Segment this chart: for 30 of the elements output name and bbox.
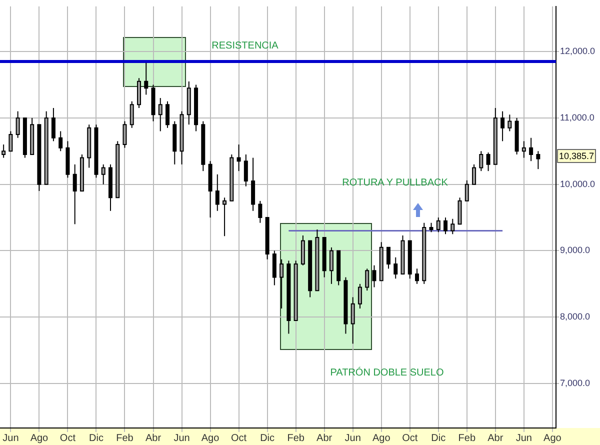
y-tick-label: 8,000.0 [560,312,590,322]
y-tick-label: 7,000.0 [560,378,590,388]
x-tick-label: Ago [30,432,49,444]
annotation: RESISTENCIA [212,40,278,52]
x-tick-label: Oct [60,432,76,444]
x-tick-label: Dic [260,432,275,444]
x-tick-label: Jun [2,432,19,444]
annotation: PATRÓN DOBLE SUELO [330,368,444,378]
x-tick-label: Dic [89,432,104,444]
x-tick-label: Ago [201,432,220,444]
x-tick-label: Oct [231,432,247,444]
y-tick-label: 9,000.0 [560,245,590,256]
x-tick-label: Feb [287,432,305,444]
y-tick-label: 11,000.0 [560,112,594,122]
y-tick-label: 10,000.0 [560,178,596,189]
x-tick-label: Ago [544,432,562,444]
x-tick-label: Feb [458,432,476,444]
x-tick-label: Jun [344,432,361,444]
y-tick-label: 12,000.0 [560,46,596,56]
x-tick-label: Jun [174,432,190,444]
x-tick-label: Feb [116,432,134,444]
x-tick-label: Ago [372,432,391,444]
text: 10,385.7 [557,149,596,163]
x-tick-label: Abr [145,432,162,444]
annotation: ROTURA Y PULLBACK [342,178,448,188]
x-tick-label: Oct [402,432,418,444]
x-tick-label: Abr [316,432,333,444]
x-tick-label: Dic [431,432,446,444]
x-tick-label: Abr [488,432,504,444]
x-tick-label: Jun [516,432,532,444]
